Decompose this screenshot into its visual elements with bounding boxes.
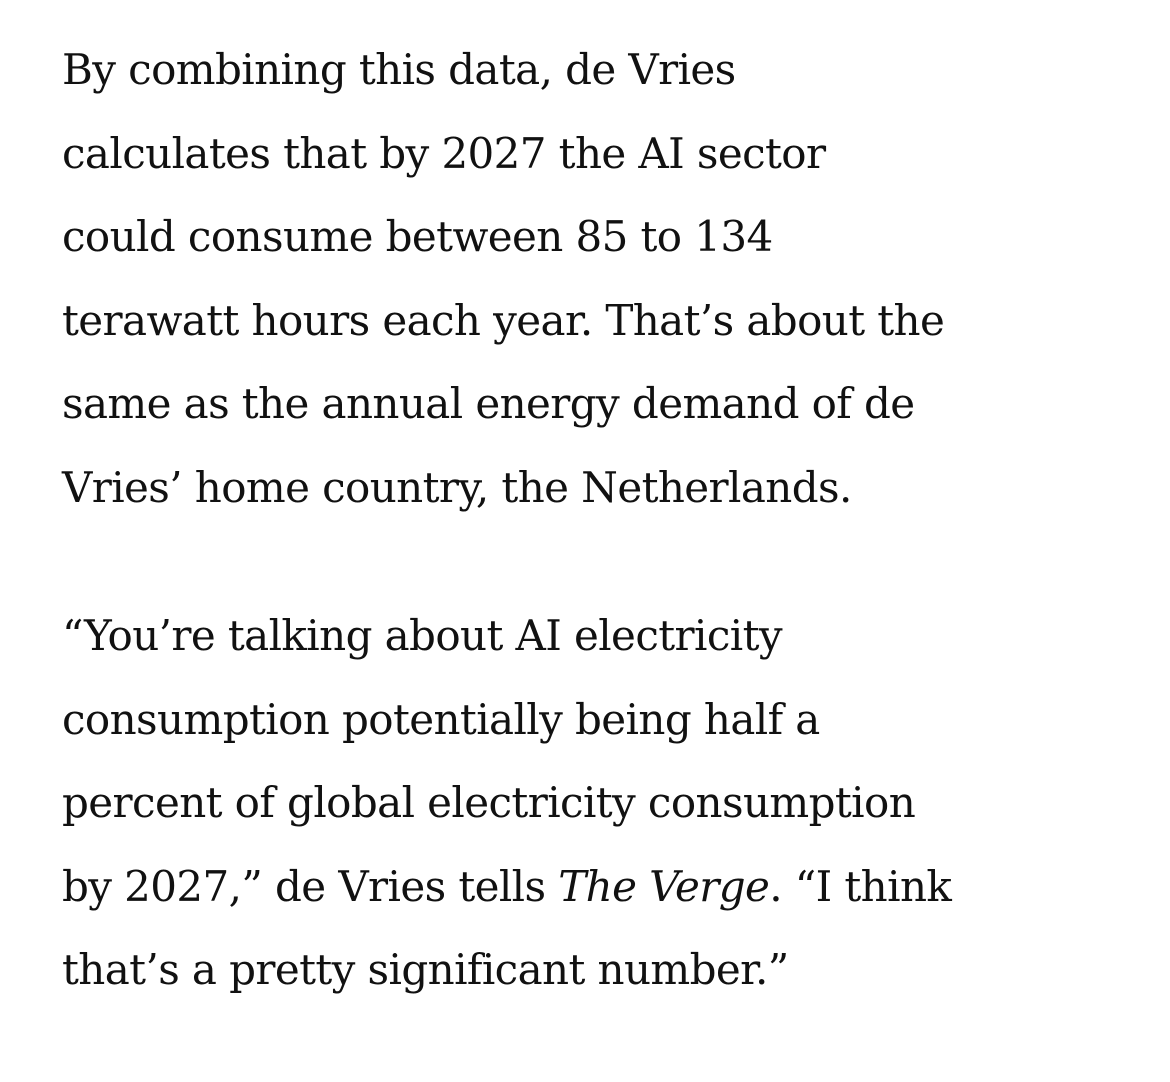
text-line: by 2027,” de Vries tells The Verge. “I t… — [62, 845, 1162, 929]
text-run: same as the annual energy demand of de — [62, 379, 915, 428]
text-line: could consume between 85 to 134 — [62, 195, 1162, 279]
text-line: “You’re talking about AI electricity — [62, 594, 1162, 678]
text-run: percent of global electricity consumptio… — [62, 778, 916, 827]
text-line: consumption potentially being half a — [62, 678, 1162, 762]
text-line: same as the annual energy demand of de — [62, 362, 1162, 446]
text-line: By combining this data, de Vries — [62, 28, 1162, 112]
text-line: calculates that by 2027 the AI sector — [62, 112, 1162, 196]
text-run: terawatt hours each year. That’s about t… — [62, 295, 945, 345]
text-run: “You’re talking about AI electricity — [62, 611, 783, 660]
paragraph: “You’re talking about AI electricity cons… — [62, 594, 1162, 1012]
text-run: by 2027,” de Vries tells — [62, 861, 559, 911]
text-run: By combining this data, de Vries — [62, 45, 736, 94]
text-run: that’s a pretty significant number.” — [62, 945, 789, 994]
paragraph: By combining this data, de Vries calculat… — [62, 28, 1162, 529]
text-run: could consume between 85 to 134 — [62, 212, 773, 261]
italic-text: The Verge — [558, 861, 770, 911]
text-run: Vries’ home country, the Netherlands. — [62, 462, 852, 512]
text-run: . “I think — [769, 861, 952, 911]
text-run: calculates that by 2027 the AI sector — [62, 128, 826, 178]
text-line: that’s a pretty significant number.” — [62, 928, 1162, 1012]
text-line: percent of global electricity consumptio… — [62, 761, 1162, 845]
text-line: Vries’ home country, the Netherlands. — [62, 446, 1162, 530]
text-run: consumption potentially being half a — [62, 694, 820, 744]
text-line: terawatt hours each year. That’s about t… — [62, 279, 1162, 363]
